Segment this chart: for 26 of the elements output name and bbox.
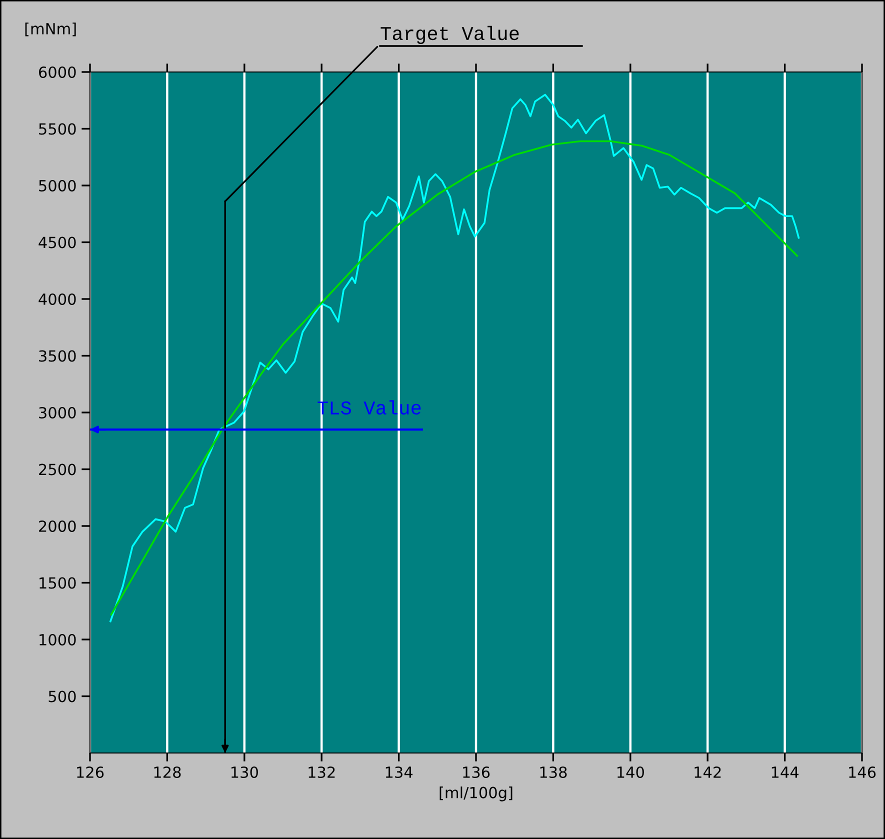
x-tick-label: 140 — [617, 766, 644, 778]
x-tick-label: 128 — [154, 766, 181, 778]
x-tick-label: 146 — [849, 766, 876, 778]
x-tick-label: 138 — [540, 766, 567, 778]
y-tick-label: 1500 — [40, 577, 76, 589]
y-tick-label: 5000 — [39, 180, 76, 192]
y-tick-label: 2000 — [39, 520, 76, 532]
y-tick-label: 6000 — [38, 66, 76, 78]
x-axis-title: [ml/100g] — [440, 786, 512, 802]
x-tick-label: 130 — [231, 766, 258, 778]
y-tick-label: 3000 — [39, 406, 76, 419]
y-tick-label: 4500 — [38, 236, 76, 248]
ref-line-label: Target Value — [380, 26, 519, 44]
y-tick-label: 5500 — [39, 123, 76, 135]
y-axis-title: [mNm] — [25, 22, 76, 36]
y-tick-label: 2500 — [39, 464, 76, 476]
x-tick-label: 142 — [694, 766, 721, 778]
y-tick-label: 500 — [48, 690, 76, 702]
x-tick-label: 134 — [386, 766, 413, 778]
x-tick-label: 144 — [772, 766, 799, 778]
x-tick-label: 126 — [77, 766, 104, 778]
x-tick-label: 136 — [463, 766, 490, 778]
x-tick-label: 132 — [308, 766, 335, 778]
y-tick-label: 4000 — [38, 293, 76, 306]
y-tick-label: 3500 — [39, 350, 76, 362]
y-tick-label: 1000 — [40, 634, 76, 646]
